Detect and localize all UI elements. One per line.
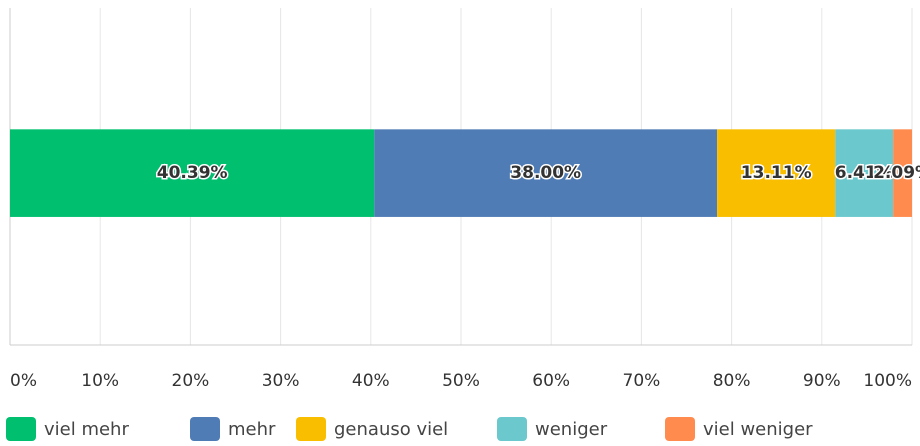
bar-segment — [374, 129, 718, 217]
x-tick-label: 70% — [623, 371, 661, 391]
x-tick-label: 80% — [713, 371, 751, 391]
legend-label: weniger — [535, 419, 608, 440]
legend-swatch — [6, 417, 36, 441]
legend-swatch — [296, 417, 326, 441]
value-label: 40.39% — [157, 163, 228, 183]
x-tick-label: 50% — [442, 371, 480, 391]
legend-swatch — [665, 417, 695, 441]
bar-segment — [835, 129, 894, 217]
legend-label: genauso viel — [334, 419, 448, 440]
x-tick-label: 60% — [532, 371, 570, 391]
x-tick-label: 100% — [863, 371, 912, 391]
bar-segment — [10, 129, 375, 217]
x-tick-label: 10% — [81, 371, 119, 391]
value-label: 2.09% — [873, 163, 920, 183]
bar-segment — [717, 129, 836, 217]
value-label: 6.41% — [835, 163, 894, 183]
x-tick-label: 20% — [172, 371, 210, 391]
x-tick-label: 0% — [10, 371, 37, 391]
x-tick-label: 30% — [262, 371, 300, 391]
legend-swatch — [190, 417, 220, 441]
value-label: 38.00% — [510, 163, 581, 183]
x-tick-label: 90% — [803, 371, 841, 391]
legend-label: viel weniger — [703, 419, 813, 440]
value-label: 13.11% — [741, 163, 812, 183]
legend-label: mehr — [228, 419, 276, 440]
bar-segment — [893, 129, 912, 217]
x-tick-label: 40% — [352, 371, 390, 391]
legend-swatch — [497, 417, 527, 441]
legend-label: viel mehr — [44, 419, 129, 440]
